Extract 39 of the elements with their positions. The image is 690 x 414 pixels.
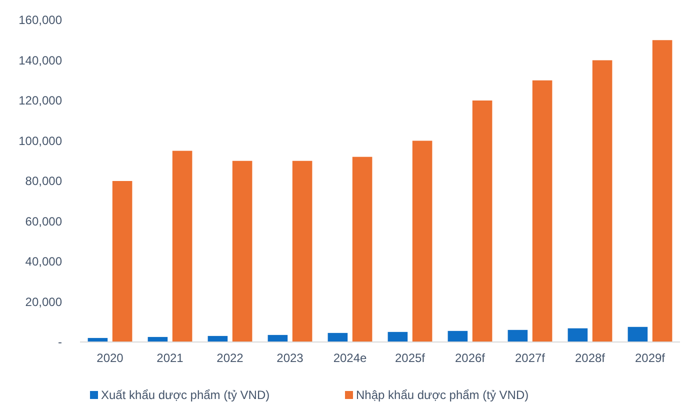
legend-label: Xuất khẩu dược phẩm (tỷ VND) (101, 388, 270, 402)
bar (112, 181, 132, 342)
bar (208, 336, 228, 342)
bar (268, 334, 288, 342)
bar (652, 40, 672, 342)
bar (592, 60, 612, 342)
y-tick-label: 120,000 (18, 94, 62, 108)
bar (172, 150, 192, 342)
y-tick-label: 100,000 (18, 134, 62, 148)
x-tick-label: 2027f (514, 351, 546, 365)
y-tick-label: - (58, 335, 62, 350)
bar (472, 100, 492, 342)
y-tick-label: 20,000 (25, 294, 62, 309)
bar (628, 326, 648, 342)
x-tick-label: 2028f (574, 351, 606, 365)
bar (328, 332, 348, 342)
legend-label: Nhập khẩu dược phẩm (tỷ VND) (356, 388, 529, 402)
bar (532, 80, 552, 342)
bar (232, 160, 252, 342)
y-tick-label: 80,000 (25, 174, 62, 188)
bar (388, 332, 408, 342)
x-tick-label: 2024e (333, 351, 368, 365)
y-tick-label: 40,000 (25, 254, 62, 269)
x-tick-label: 2023 (276, 351, 304, 365)
y-tick-label: 140,000 (18, 53, 62, 68)
bar (568, 328, 588, 342)
x-tick-label: 2026f (454, 351, 486, 365)
y-tick-label: 60,000 (25, 214, 62, 228)
y-tick-label: 160,000 (18, 13, 62, 28)
x-tick-label: 2021 (156, 351, 184, 365)
bar (508, 330, 528, 342)
x-tick-label: 2020 (96, 351, 124, 365)
x-tick-label: 2022 (216, 351, 244, 365)
bar (292, 160, 312, 342)
x-tick-label: 2025f (394, 351, 426, 365)
bar (352, 156, 372, 342)
x-tick-label: 2029f (634, 351, 666, 365)
bar (412, 140, 432, 342)
bar (448, 330, 468, 342)
